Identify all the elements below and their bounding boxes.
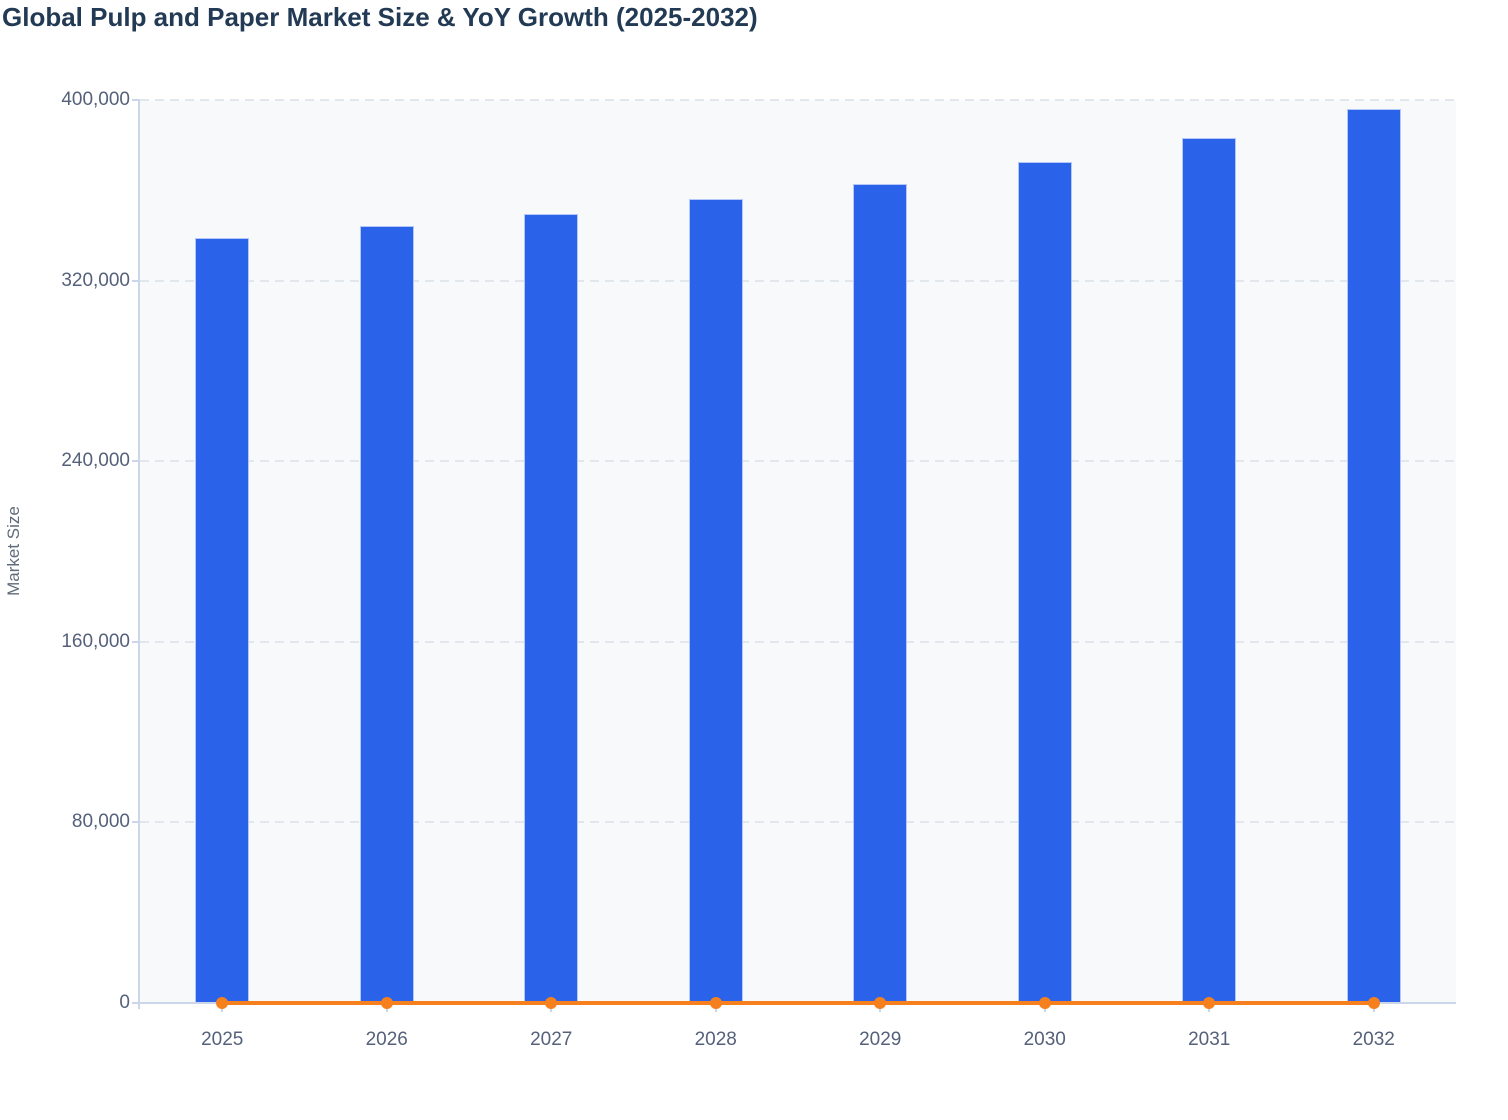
y-tick-label: 400,000: [61, 89, 130, 110]
yoy-point-2025[interactable]: [216, 997, 229, 1009]
x-tick-label-2032: 2032: [1352, 1029, 1395, 1050]
gridline-400,000: [140, 99, 1456, 101]
y-tick-label: 240,000: [61, 450, 130, 472]
x-tick-label-2028: 2028: [694, 1029, 737, 1050]
y-tick-mark: [132, 821, 140, 824]
gridline-80,000: [140, 821, 1456, 824]
bar-2030[interactable]: [1017, 162, 1072, 1003]
gridline-320,000: [140, 279, 1456, 282]
y-tick-mark: [132, 279, 140, 282]
bar-2028[interactable]: [688, 199, 743, 1003]
y-axis-title: Market Size: [4, 506, 23, 596]
bar-2026[interactable]: [359, 226, 414, 1003]
gridline-240,000: [140, 460, 1456, 463]
x-tick-label-2025: 2025: [201, 1029, 244, 1050]
x-tick-label-2027: 2027: [530, 1029, 573, 1050]
x-tick-label-2029: 2029: [859, 1029, 902, 1050]
y-tick-label: 80,000: [71, 811, 130, 833]
yoy-point-2031[interactable]: [1203, 997, 1216, 1009]
bar-2031[interactable]: [1182, 138, 1237, 1003]
yoy-point-2026[interactable]: [380, 997, 393, 1009]
yoy-point-2028[interactable]: [709, 997, 722, 1009]
gridline-160,000: [140, 640, 1456, 643]
x-tick-label-2030: 2030: [1023, 1029, 1066, 1050]
y-tick-label: 160,000: [61, 630, 130, 652]
bar-2032[interactable]: [1346, 109, 1401, 1003]
yoy-point-2032[interactable]: [1367, 997, 1380, 1009]
yoy-point-2027[interactable]: [545, 997, 558, 1009]
x-tick-label-2026: 2026: [365, 1029, 408, 1050]
y-tick-mark: [132, 640, 140, 643]
bar-2025[interactable]: [195, 237, 250, 1003]
chart-title: Global Pulp and Paper Market Size & YoY …: [2, 2, 758, 32]
y-axis-line: [138, 100, 140, 1009]
x-tick-label-2031: 2031: [1188, 1029, 1231, 1050]
y-tick-mark: [132, 99, 140, 101]
y-tick-label: 320,000: [61, 269, 130, 291]
y-tick-mark: [132, 460, 140, 463]
yoy-point-2030[interactable]: [1038, 997, 1051, 1009]
bar-2029[interactable]: [853, 183, 908, 1003]
yoy-point-2029[interactable]: [874, 997, 887, 1009]
y-tick-label: 0: [119, 992, 130, 1013]
bar-2027[interactable]: [524, 214, 579, 1003]
yoy-growth-line: [222, 1001, 1374, 1005]
y-tick-mark: [132, 1002, 140, 1004]
plot-area: [140, 100, 1456, 1003]
